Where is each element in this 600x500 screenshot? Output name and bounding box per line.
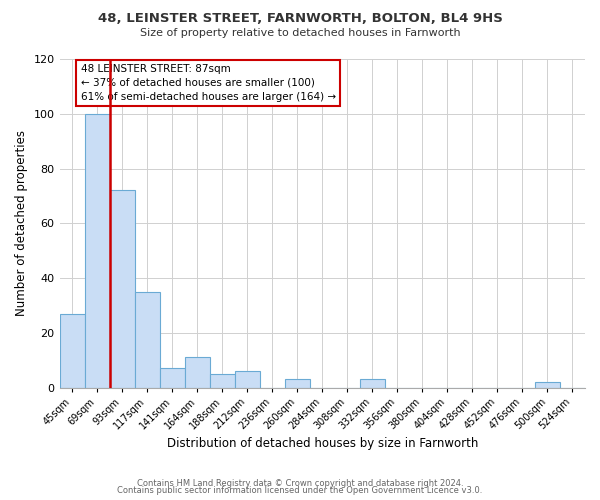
Bar: [285, 380, 310, 388]
Bar: [85, 114, 110, 388]
Bar: [110, 190, 134, 388]
Bar: [185, 358, 209, 388]
Text: Contains public sector information licensed under the Open Government Licence v3: Contains public sector information licen…: [118, 486, 482, 495]
Text: 48 LEINSTER STREET: 87sqm
← 37% of detached houses are smaller (100)
61% of semi: 48 LEINSTER STREET: 87sqm ← 37% of detac…: [80, 64, 335, 102]
Bar: [360, 380, 385, 388]
Bar: [235, 371, 260, 388]
Bar: [535, 382, 560, 388]
Bar: [160, 368, 185, 388]
Text: Size of property relative to detached houses in Farnworth: Size of property relative to detached ho…: [140, 28, 460, 38]
Text: Contains HM Land Registry data © Crown copyright and database right 2024.: Contains HM Land Registry data © Crown c…: [137, 478, 463, 488]
Bar: [209, 374, 235, 388]
Bar: [59, 314, 85, 388]
Y-axis label: Number of detached properties: Number of detached properties: [15, 130, 28, 316]
X-axis label: Distribution of detached houses by size in Farnworth: Distribution of detached houses by size …: [167, 437, 478, 450]
Text: 48, LEINSTER STREET, FARNWORTH, BOLTON, BL4 9HS: 48, LEINSTER STREET, FARNWORTH, BOLTON, …: [98, 12, 502, 26]
Bar: [134, 292, 160, 388]
